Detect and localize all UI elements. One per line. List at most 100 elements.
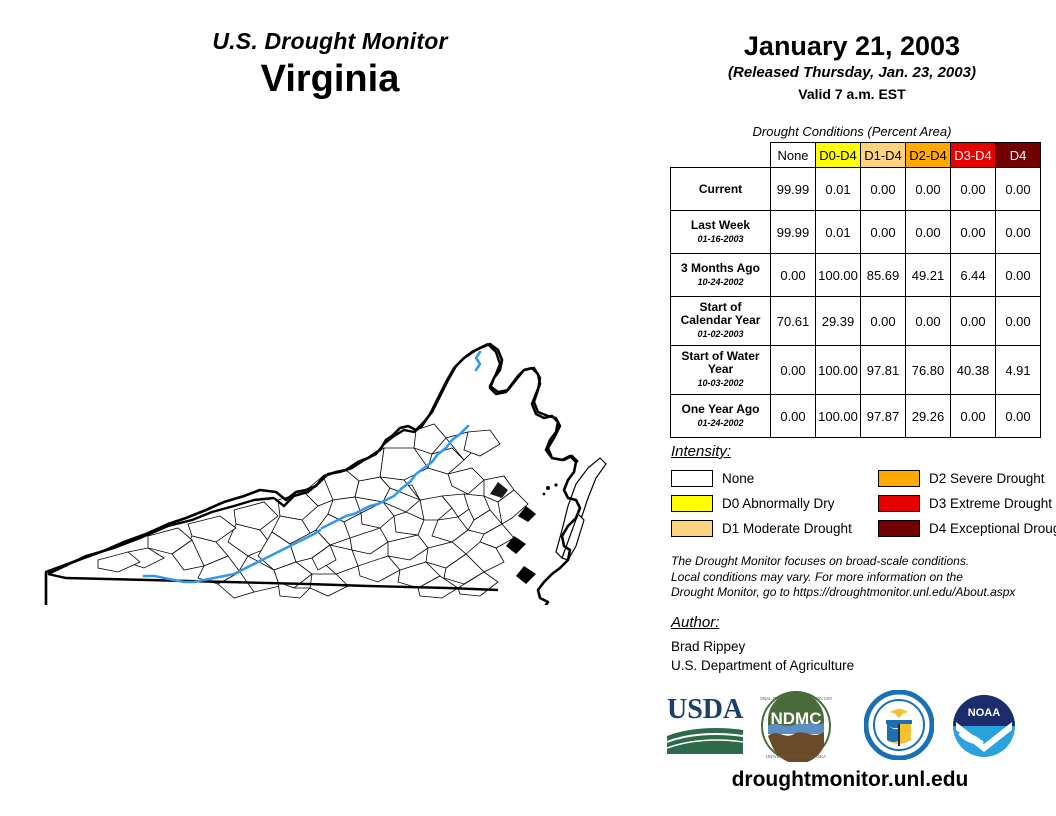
row-label: 3 Months Ago 10-24-2002 — [670, 253, 771, 297]
table-col-header-d4: D4 — [995, 142, 1041, 168]
table-cell: 0.00 — [905, 296, 951, 346]
table-col-header-d0-d4: D0-D4 — [815, 142, 861, 168]
legend-label: D2 Severe Drought — [929, 471, 1045, 486]
table-cell: 76.80 — [905, 345, 951, 395]
row-label: Current — [670, 167, 771, 211]
table-cell: 100.00 — [815, 253, 861, 297]
intensity-heading: Intensity: — [671, 443, 732, 460]
table-cell: 0.00 — [950, 167, 996, 211]
table-cell: 0.00 — [860, 167, 906, 211]
legend-label: D4 Exceptional Drought — [929, 521, 1056, 536]
site-url: droughtmonitor.unl.edu — [731, 768, 969, 791]
table-cell: 0.00 — [770, 345, 816, 395]
legend-item: D2 Severe Drought — [878, 467, 1056, 490]
table-cell: 97.81 — [860, 345, 906, 395]
table-cell: 49.21 — [905, 253, 951, 297]
table-cell: 0.00 — [860, 296, 906, 346]
table-cell: 0.00 — [995, 253, 1041, 297]
row-label-name: Current — [698, 181, 743, 196]
disclaimer-text: The Drought Monitor focuses on broad-sca… — [671, 554, 1041, 601]
map-title-block: U.S. Drought Monitor Virginia — [0, 28, 660, 102]
legend-swatch-icon — [878, 495, 920, 512]
row-label-name: Start of Calendar Year — [680, 300, 761, 327]
legend-label: D3 Extreme Drought — [929, 496, 1053, 511]
svg-text:USDA: USDA — [667, 694, 744, 725]
table-cell: 0.00 — [905, 167, 951, 211]
state-border-lines — [47, 342, 579, 592]
rivers — [142, 350, 482, 584]
row-label: Start of Calendar Year 01-02-2003 — [670, 296, 771, 346]
legend-column-right: D2 Severe Drought D3 Extreme Drought D4 Ex… — [878, 467, 1056, 542]
row-label-name: 3 Months Ago — [681, 260, 760, 275]
table-row: One Year Ago 01-24-2002 0.00 100.00 97.87 29.… — [670, 394, 1041, 438]
table-cell: 0.00 — [950, 296, 996, 346]
row-label-name: One Year Ago — [681, 401, 760, 416]
table-cell: 0.00 — [770, 394, 816, 438]
legend-item: D3 Extreme Drought — [878, 492, 1056, 515]
row-label-date: 01-02-2003 — [697, 329, 744, 339]
table-cell: 0.00 — [995, 296, 1041, 346]
table-cell: 100.00 — [815, 345, 861, 395]
table-row: 3 Months Ago 10-24-2002 0.00 100.00 85.69 49.… — [670, 253, 1041, 297]
table-header-row: None D0-D4 D1-D4 D2-D4 D3-D4 D4 — [671, 142, 1041, 168]
table-col-header-d3-d4: D3-D4 — [950, 142, 996, 168]
row-label-date: 01-24-2002 — [697, 417, 744, 428]
row-label: Start of Water Year 10-03-2002 — [670, 345, 771, 395]
table-cell: 70.61 — [770, 296, 816, 346]
drought-conditions-table: None D0-D4 D1-D4 D2-D4 D3-D4 D4 Current 99.99 0… — [670, 142, 1041, 438]
row-label-name: Last Week — [690, 217, 751, 232]
table-cell: 0.00 — [860, 210, 906, 254]
table-row: Last Week 01-16-2003 99.99 0.01 0.00 0.00 0.00… — [670, 210, 1041, 254]
table-cell: 0.00 — [950, 210, 996, 254]
author-block: Brad Rippey U.S. Department of Agricultu… — [671, 637, 854, 675]
table-row: Start of Water Year 10-03-2002 0.00 100.00 9… — [670, 345, 1041, 395]
table-cell: 0.00 — [770, 253, 816, 297]
disclaimer-line-3: Drought Monitor, go to https://droughtmo… — [671, 585, 1016, 599]
table-cell: 0.00 — [995, 394, 1041, 438]
doc-logo — [863, 689, 935, 761]
noaa-logo: NOAA — [948, 690, 1020, 762]
page-title: Virginia — [260, 58, 400, 100]
row-label: One Year Ago 01-24-2002 — [670, 394, 771, 438]
svg-text:NATIONAL DROUGHT MITIGATION CE: NATIONAL DROUGHT MITIGATION CENTER — [760, 696, 832, 701]
legend-swatch-icon — [878, 470, 920, 487]
svg-text:NOAA: NOAA — [968, 707, 1000, 719]
release-date: (Released Thursday, Jan. 23, 2003) — [728, 64, 976, 81]
product-title: U.S. Drought Monitor — [212, 28, 448, 54]
table-cell: 0.01 — [815, 210, 861, 254]
legend-label: D1 Moderate Drought — [722, 521, 852, 536]
table-cell: 97.87 — [860, 394, 906, 438]
table-cell: 99.99 — [770, 210, 816, 254]
table-cell: 29.39 — [815, 296, 861, 346]
legend-swatch-icon — [878, 520, 920, 537]
map-svg — [44, 342, 607, 605]
table-cell: 0.00 — [995, 210, 1041, 254]
table-cell: 29.26 — [905, 394, 951, 438]
legend-label: D0 Abnormally Dry — [722, 496, 835, 511]
row-label-date: 10-24-2002 — [697, 276, 744, 287]
author-name: Brad Rippey — [671, 639, 746, 654]
table-cell: 0.00 — [995, 167, 1041, 211]
row-label-date: 10-03-2002 — [697, 378, 744, 388]
map-counties — [97, 423, 529, 599]
author-agency: U.S. Department of Agriculture — [671, 658, 855, 673]
table-row: Start of Calendar Year 01-02-2003 70.61 29.… — [670, 296, 1041, 346]
author-heading: Author: — [671, 614, 720, 631]
legend-item: D4 Exceptional Drought — [878, 517, 1056, 540]
legend-swatch-icon — [671, 495, 713, 512]
legend-item: None — [671, 467, 852, 490]
disclaimer-line-2: Local conditions may vary. For more info… — [671, 569, 963, 584]
usda-logo: USDA — [665, 690, 745, 756]
table-col-header-none: None — [770, 142, 816, 168]
table-cell: 40.38 — [950, 345, 996, 395]
row-label-date: 01-16-2003 — [697, 233, 744, 244]
table-col-header-d2-d4: D2-D4 — [905, 142, 951, 168]
table-col-header-d1-d4: D1-D4 — [860, 142, 906, 168]
date-header-block: January 21, 2003 (Released Thursday, Jan… — [668, 30, 1036, 104]
table-cell: 85.69 — [860, 253, 906, 297]
valid-date: January 21, 2003 — [743, 31, 961, 61]
table-row: Current 99.99 0.01 0.00 0.00 0.00 0.00 — [670, 167, 1041, 211]
disclaimer-line-1: The Drought Monitor focuses on broad-sca… — [671, 554, 970, 568]
valid-time: Valid 7 a.m. EST — [798, 86, 906, 102]
table-cell: 0.01 — [815, 167, 861, 211]
